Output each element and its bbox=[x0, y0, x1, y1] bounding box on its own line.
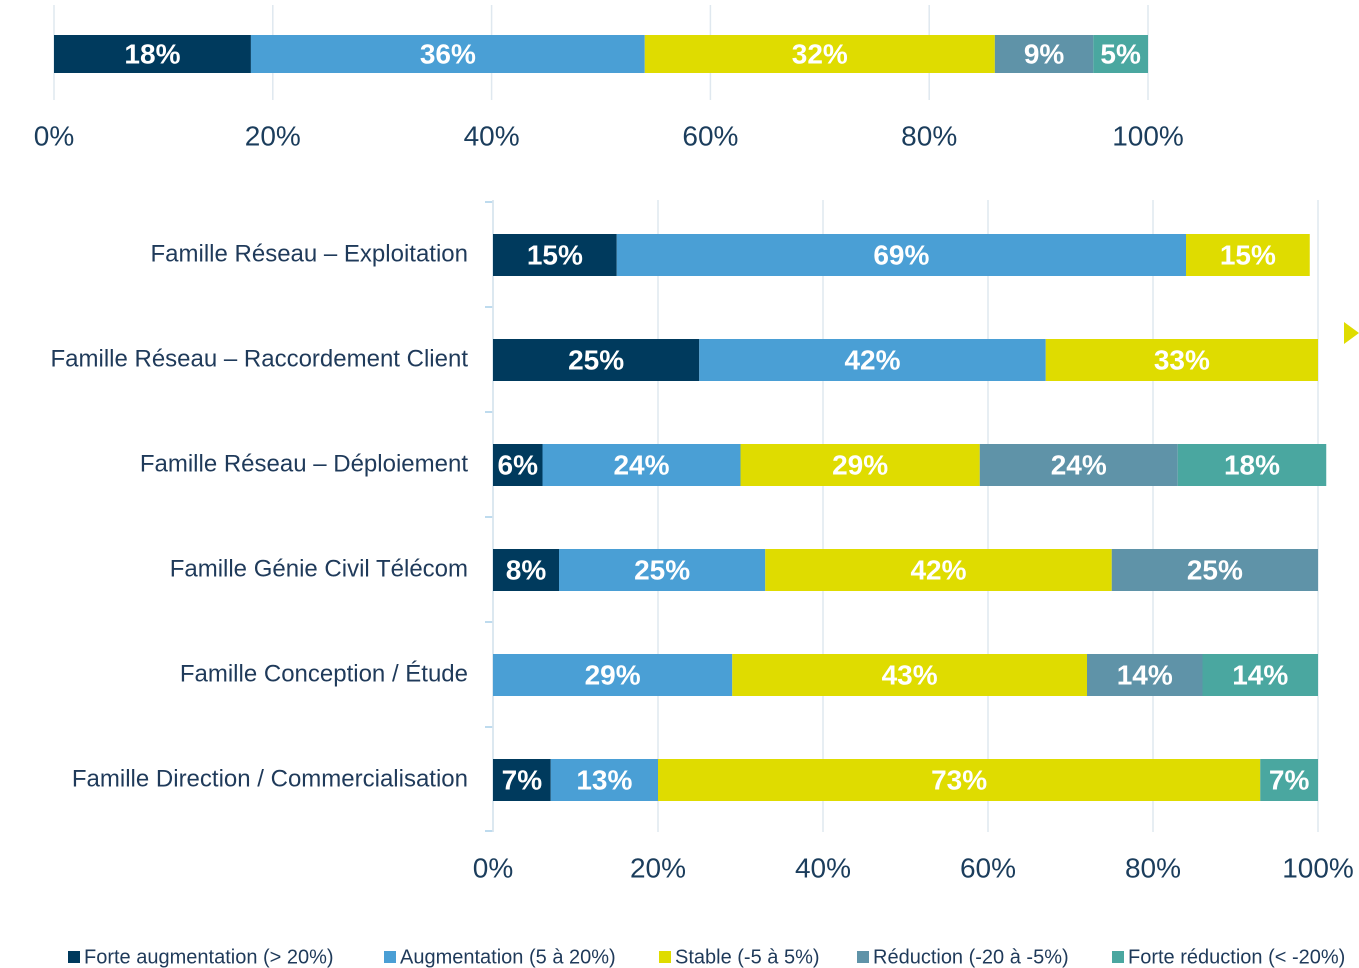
data-label: 32% bbox=[792, 38, 848, 69]
bar-segment bbox=[765, 549, 1112, 591]
data-label: 25% bbox=[1187, 554, 1243, 585]
legend-label: Forte réduction (< -20%) bbox=[1128, 946, 1345, 968]
legend-label: Forte augmentation (> 20%) bbox=[84, 946, 334, 968]
data-label: 15% bbox=[527, 239, 583, 270]
x-tick-label: 20% bbox=[245, 120, 301, 151]
data-label: 33% bbox=[1154, 344, 1210, 375]
data-label: 29% bbox=[585, 659, 641, 690]
bar-segment bbox=[1177, 444, 1327, 486]
x-tick-label: 80% bbox=[1125, 852, 1181, 883]
category-label: Famille Direction / Commercialisation bbox=[72, 765, 468, 792]
data-label: 6% bbox=[498, 449, 539, 480]
data-label: 18% bbox=[124, 38, 180, 69]
category-label: Famille Réseau – Exploitation bbox=[151, 240, 469, 267]
bar-segment bbox=[1202, 654, 1318, 696]
data-label: 25% bbox=[568, 344, 624, 375]
legend-swatch bbox=[1112, 951, 1124, 963]
bar-segment bbox=[616, 234, 1186, 276]
legend-swatch bbox=[659, 951, 671, 963]
data-label: 73% bbox=[931, 764, 987, 795]
bar-segment bbox=[1111, 549, 1318, 591]
x-tick-label: 40% bbox=[464, 120, 520, 151]
data-label: 25% bbox=[634, 554, 690, 585]
data-label: 43% bbox=[882, 659, 938, 690]
bar-segment bbox=[658, 759, 1261, 801]
legend-swatch bbox=[384, 951, 396, 963]
category-label: Famille Conception / Étude bbox=[180, 660, 468, 687]
legend-label: Augmentation (5 à 20%) bbox=[400, 946, 616, 968]
x-tick-label: 20% bbox=[630, 852, 686, 883]
data-label: 18% bbox=[1224, 449, 1280, 480]
x-tick-label: 40% bbox=[795, 852, 851, 883]
bar-segment bbox=[644, 35, 995, 73]
bar-segment bbox=[1093, 35, 1148, 73]
bar-segment bbox=[979, 444, 1178, 486]
x-tick-label: 100% bbox=[1112, 120, 1184, 151]
bar-segment bbox=[493, 339, 700, 381]
bar-segment bbox=[493, 549, 559, 591]
bar-segment bbox=[493, 234, 617, 276]
x-tick-label: 0% bbox=[473, 852, 513, 883]
data-label: 14% bbox=[1117, 659, 1173, 690]
bar-segment bbox=[1045, 339, 1318, 381]
category-label: Famille Réseau – Déploiement bbox=[140, 450, 468, 477]
bar-segment bbox=[740, 444, 980, 486]
data-label: 13% bbox=[576, 764, 632, 795]
bar-segment bbox=[699, 339, 1046, 381]
bar-segment bbox=[732, 654, 1087, 696]
bar-segment bbox=[559, 549, 766, 591]
y-axis-ticks bbox=[485, 201, 493, 832]
x-tick-label: 0% bbox=[34, 120, 74, 151]
bar-segment bbox=[1087, 654, 1203, 696]
decoration bbox=[1344, 322, 1359, 344]
bar-segment bbox=[994, 35, 1094, 73]
data-label: 24% bbox=[1051, 449, 1107, 480]
bar-segment bbox=[250, 35, 645, 73]
data-label: 69% bbox=[873, 239, 929, 270]
bar-segment bbox=[550, 759, 658, 801]
bar-segment bbox=[493, 759, 551, 801]
legend-swatch bbox=[857, 951, 869, 963]
data-label: 42% bbox=[910, 554, 966, 585]
x-tick-label: 80% bbox=[901, 120, 957, 151]
bar-segment bbox=[493, 444, 543, 486]
bar-segment bbox=[493, 654, 733, 696]
data-label: 42% bbox=[844, 344, 900, 375]
bar-segment bbox=[54, 35, 251, 73]
data-label: 8% bbox=[506, 554, 547, 585]
bar-segment bbox=[542, 444, 741, 486]
data-label: 5% bbox=[1100, 38, 1141, 69]
data-label: 9% bbox=[1024, 38, 1065, 69]
bar-segment bbox=[1260, 759, 1318, 801]
data-label: 14% bbox=[1232, 659, 1288, 690]
data-label: 29% bbox=[832, 449, 888, 480]
x-tick-label: 100% bbox=[1282, 852, 1354, 883]
data-label: 36% bbox=[420, 38, 476, 69]
legend-label: Stable (-5 à 5%) bbox=[675, 946, 820, 968]
data-label: 7% bbox=[502, 764, 543, 795]
x-tick-label: 60% bbox=[960, 852, 1016, 883]
x-tick-label: 60% bbox=[682, 120, 738, 151]
data-label: 24% bbox=[613, 449, 669, 480]
category-label: Famille Génie Civil Télécom bbox=[170, 555, 468, 582]
data-label: 7% bbox=[1269, 764, 1310, 795]
category-label: Famille Réseau – Raccordement Client bbox=[50, 345, 468, 372]
bar-segment bbox=[1186, 234, 1310, 276]
legend-label: Réduction (-20 à -5%) bbox=[873, 946, 1069, 968]
data-label: 15% bbox=[1220, 239, 1276, 270]
legend-swatch bbox=[68, 951, 80, 963]
